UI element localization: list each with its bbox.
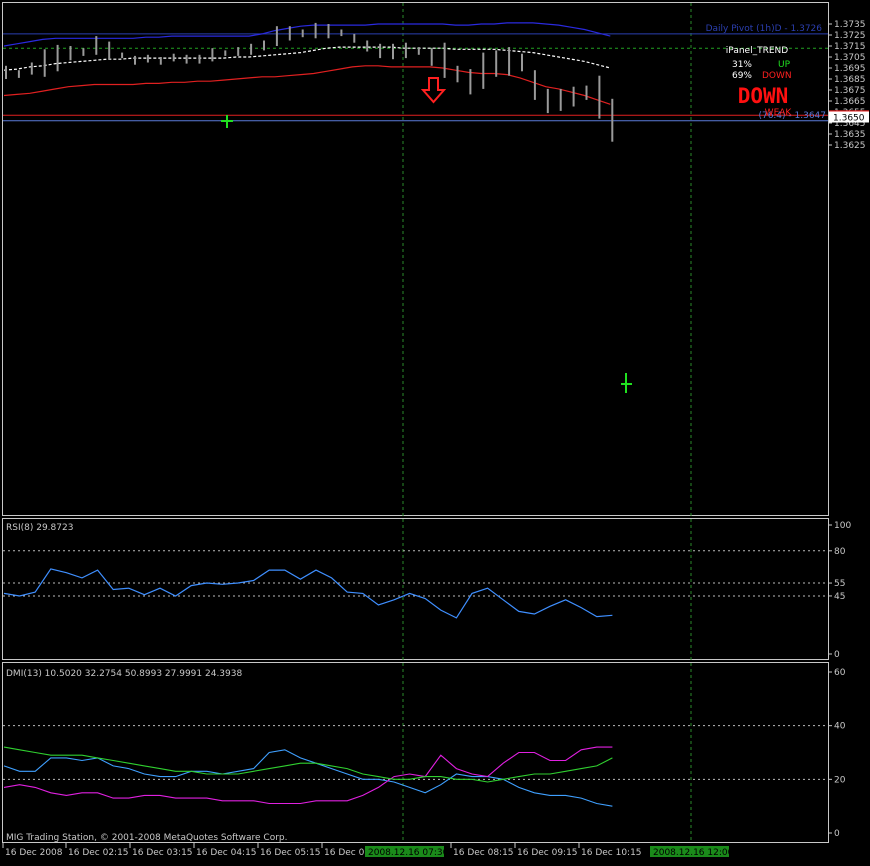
price-tick-label: 1.3695 (834, 64, 866, 74)
rsi-tick-label: 0 (834, 650, 840, 660)
rsi-tick-label: 80 (834, 547, 846, 557)
price-tick-label: 1.3735 (834, 20, 866, 30)
time-highlight-box (365, 846, 444, 857)
dmi-panel-frame (2, 662, 829, 843)
dmi-series-line (3, 746, 613, 805)
price-tick-label: 1.3675 (834, 86, 866, 96)
fib-level-label: (76.4) - 1.3647 (758, 111, 826, 121)
rsi-tick-label: 100 (834, 521, 851, 531)
rsi-panel-frame (2, 518, 829, 660)
time-label: 16 Dec 10:15 (581, 848, 642, 858)
pivot-label: Daily Pivot (1h)D - 1.3726 (706, 24, 823, 34)
rsi-title: RSI(8) 29.8723 (6, 523, 73, 533)
price-panel-frame (2, 2, 829, 516)
ipanel-up-pct: 31% (732, 60, 752, 70)
rsi-tick-label: 55 (834, 579, 845, 589)
ipanel-strength: WEAK (765, 108, 793, 118)
rsi-panel[interactable]: RSI(8) 29.8723 0 45 55 80 100 (3, 521, 851, 660)
dmi-panel[interactable]: DMI(13) 10.5020 32.2754 50.8993 27.9991 … (3, 668, 846, 839)
dmi-tick-label: 20 (834, 775, 846, 785)
rsi-tick-label: 45 (834, 592, 845, 602)
time-highlight-label: 2008.12.16 12:00 (653, 848, 734, 858)
time-label: 16 Dec 2008 (5, 848, 63, 858)
ipanel-trend: iPanel_TREND 31% UP 69% DOWN DOWN WEAK (726, 46, 793, 118)
buy-cross-icon (221, 115, 233, 128)
dmi-tick-label: 40 (834, 722, 846, 732)
current-cross-icon (621, 373, 632, 393)
dmi-series-line (3, 749, 613, 807)
price-tick-label: 1.3715 (834, 42, 866, 52)
ipanel-status: DOWN (738, 84, 789, 108)
current-price-box (829, 111, 869, 123)
price-tick-label: 1.3645 (834, 119, 866, 129)
dmi-series-line (3, 746, 613, 783)
time-label: 16 Dec 03:15 (132, 848, 193, 858)
dmi-tick-label: 60 (834, 668, 846, 678)
dmi-tick-label: 0 (834, 829, 840, 839)
rsi-line (3, 568, 613, 619)
sell-arrow-icon (420, 77, 447, 104)
current-price-label: 1.3650 (833, 114, 865, 124)
time-label: 16 Dec 02:15 (68, 848, 129, 858)
ipanel-down-label: DOWN (762, 71, 792, 81)
time-highlight-box (650, 846, 729, 857)
vertical-grid (402, 3, 692, 843)
price-tick-label: 1.3705 (834, 53, 866, 63)
lower-band-line (3, 65, 611, 105)
time-label: 16 Dec 09:15 (517, 848, 578, 858)
upper-band-line (3, 22, 611, 47)
time-label: 16 Dec 06 (324, 848, 370, 858)
price-panel[interactable]: 1.36251.36351.36451.36551.36651.36751.36… (3, 20, 869, 151)
price-tick-label: 1.3725 (834, 31, 866, 41)
price-tick-label: 1.3665 (834, 97, 866, 107)
price-tick-label: 1.3685 (834, 75, 866, 85)
dmi-title: DMI(13) 10.5020 32.2754 50.8993 27.9991 … (6, 669, 242, 679)
ipanel-title: iPanel_TREND (726, 46, 788, 56)
time-highlight-label: 2008.12.16 07:30 (368, 848, 449, 858)
time-label: 16 Dec 05:15 (260, 848, 321, 858)
ipanel-up-label: UP (778, 60, 791, 70)
middle-band-line (3, 46, 611, 71)
time-label: 16 Dec 08:15 (453, 848, 514, 858)
price-tick-label: 1.3625 (834, 141, 866, 151)
copyright-text: MIG Trading Station, © 2001-2008 MetaQuo… (6, 833, 288, 843)
time-axis: 16 Dec 2008 16 Dec 02:15 16 Dec 03:15 16 De… (2, 843, 734, 858)
ipanel-down-pct: 69% (732, 71, 752, 81)
time-label: 16 Dec 04:15 (196, 848, 257, 858)
price-tick-label: 1.3635 (834, 130, 866, 140)
